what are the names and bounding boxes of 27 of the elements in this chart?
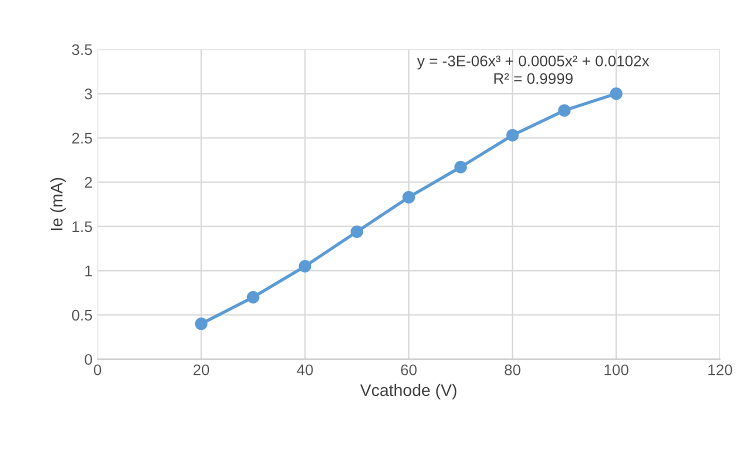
x-tick-label: 60 <box>401 364 417 376</box>
point <box>506 129 519 142</box>
x-axis-title: Vcathode (V) <box>360 384 456 400</box>
annotation: y = -3E-06x³ + 0.0005x² + 0.0102x R² = 0.9999 <box>417 56 650 84</box>
x-tick-label: 80 <box>504 364 520 376</box>
x-tick-label: 20 <box>194 364 210 376</box>
x-tick-label: 40 <box>296 364 313 376</box>
y-tick-label: 1.5 <box>72 221 92 232</box>
point <box>350 225 364 238</box>
point <box>298 260 312 273</box>
y-tick-label: 0.5 <box>72 310 92 321</box>
y-tick-label: 0 <box>84 354 92 365</box>
y-axis-title: Ie (mA) <box>50 178 66 230</box>
y-tick-label: 3.5 <box>72 44 92 56</box>
x-tick-label: 0 <box>94 364 102 376</box>
point <box>195 318 208 330</box>
point <box>402 190 415 204</box>
y-tick-label: 2 <box>84 177 92 188</box>
point <box>246 290 260 304</box>
x-tick-label: 120 <box>708 364 732 376</box>
point <box>558 104 571 117</box>
y-tick-label: 1 <box>85 266 92 276</box>
y-tick-label: 2.5 <box>72 132 92 144</box>
point <box>610 87 622 100</box>
point <box>454 160 467 174</box>
y-tick-label: 3 <box>84 88 92 100</box>
x-tick-label: 100 <box>604 364 628 376</box>
